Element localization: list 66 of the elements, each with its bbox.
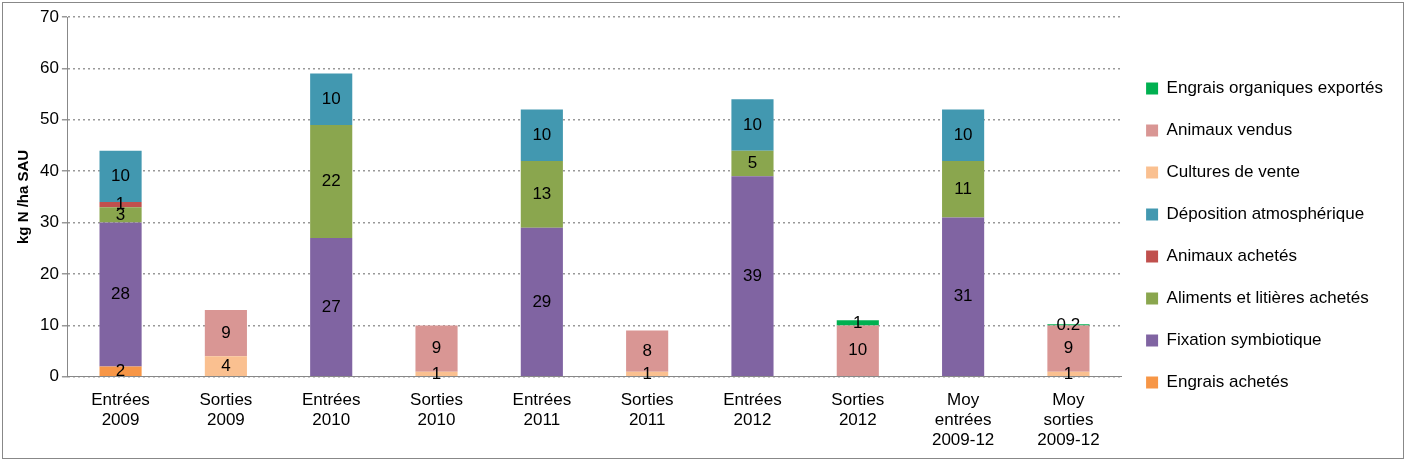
legend-label: Engrais achetés [1166, 372, 1289, 392]
bar [942, 160, 985, 218]
data-label: 9 [431, 338, 442, 358]
x-tick-label: Entrées 2012 [723, 389, 782, 430]
x-tick-label: Entrées 2011 [512, 389, 572, 430]
legend-label: Aliments et litières achetés [1166, 288, 1369, 308]
bar [99, 207, 142, 223]
bar [310, 73, 353, 125]
data-label: 22 [321, 171, 341, 191]
x-tick-label: Moy sorties 2009-12 [1037, 389, 1100, 450]
x-tick-label: Entrées 2009 [91, 389, 150, 430]
y-tick-label: 10 [39, 315, 59, 335]
data-label: 10 [953, 124, 973, 144]
data-label: 11 [954, 178, 972, 198]
x-tick-label: Sorties 2012 [831, 389, 885, 430]
data-label: 39 [743, 265, 762, 285]
y-tick-label: 40 [39, 160, 59, 180]
bar [204, 309, 247, 357]
data-label: 31 [953, 286, 973, 306]
y-tick-label: 20 [39, 263, 59, 283]
data-label: 10 [743, 114, 762, 134]
x-tick-label: Sorties 2009 [199, 389, 253, 430]
data-label: 29 [532, 291, 552, 311]
data-label: 10 [321, 88, 341, 108]
bar [731, 176, 774, 377]
legend-label: Engrais organiques exportés [1166, 78, 1384, 98]
bar [520, 160, 563, 228]
x-tick-label: Entrées 2010 [301, 389, 361, 430]
data-label: 13 [532, 184, 552, 204]
data-label: 10 [111, 166, 131, 186]
y-tick-label: 70 [39, 6, 59, 26]
data-label: 27 [321, 296, 341, 316]
data-label: 1 [642, 363, 652, 383]
legend-label: Cultures de vente [1166, 162, 1300, 182]
data-label: 5 [747, 153, 758, 173]
y-tick-label: 60 [39, 58, 59, 78]
bar [520, 227, 563, 377]
data-label: 10 [848, 340, 868, 360]
data-label: 1 [1063, 363, 1074, 383]
legend-label: Fixation symbiotique [1166, 330, 1322, 350]
bar [204, 356, 247, 377]
bar [520, 109, 563, 161]
data-label: 9 [221, 322, 231, 342]
y-axis-title: kg N /ha SAU [14, 149, 32, 244]
bar [942, 109, 985, 161]
x-tick-label: Sorties 2010 [410, 389, 463, 430]
legend-label: Déposition atmosphérique [1166, 204, 1365, 224]
bar [731, 99, 774, 151]
bar [731, 150, 774, 177]
data-label: 4 [221, 355, 231, 375]
data-label: 10 [532, 124, 552, 144]
bar [942, 217, 985, 377]
data-label: 28 [111, 284, 131, 304]
legend-label: Animaux achetés [1166, 246, 1297, 266]
x-tick-label: Sorties 2011 [620, 389, 674, 430]
y-tick-label: 30 [39, 212, 59, 232]
y-tick-label: 0 [49, 366, 59, 386]
data-label: 2 [115, 360, 126, 380]
data-label: 1 [431, 363, 442, 383]
y-tick-label: 50 [39, 109, 59, 129]
x-tick-label: Moy entrées 2009-12 [931, 389, 995, 450]
data-label: 8 [642, 340, 652, 360]
data-label: 9 [1063, 338, 1074, 358]
bar [310, 238, 353, 377]
bar [310, 124, 353, 239]
legend-label: Animaux vendus [1166, 120, 1293, 140]
